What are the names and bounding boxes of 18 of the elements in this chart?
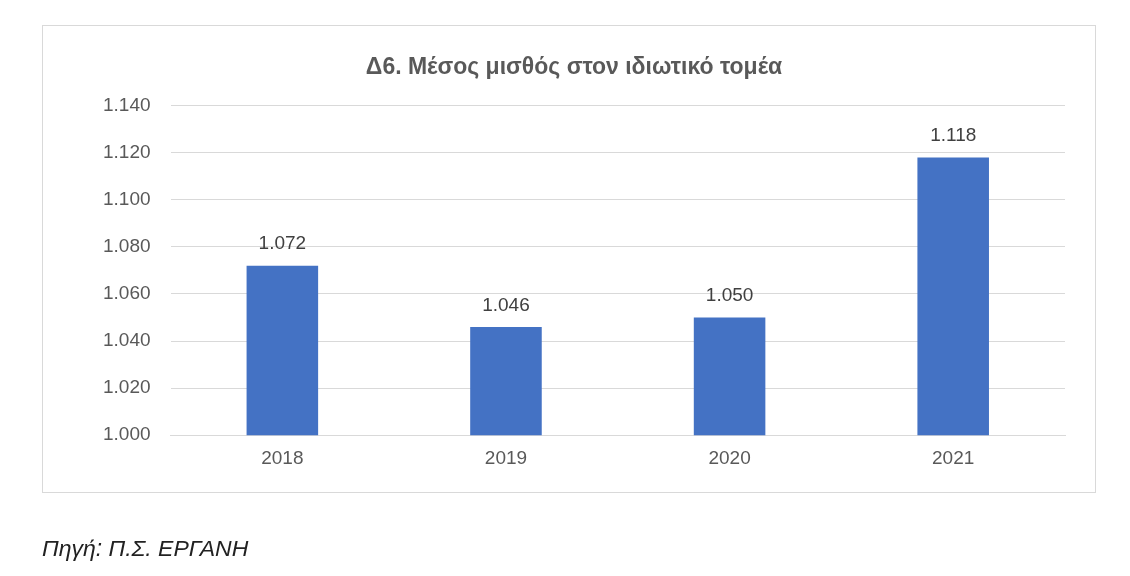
y-tick-label: 1.100 bbox=[103, 188, 151, 210]
y-tick-label: 1.000 bbox=[103, 423, 151, 445]
x-tick-label: 2020 bbox=[708, 446, 751, 468]
y-tick-label: 1.140 bbox=[103, 93, 151, 115]
y-tick-label: 1.060 bbox=[103, 282, 151, 304]
y-tick-label: 1.080 bbox=[103, 235, 151, 257]
y-tick-label: 1.120 bbox=[103, 140, 151, 162]
data-label: 1.050 bbox=[705, 284, 754, 306]
data-label: 1.118 bbox=[930, 124, 977, 146]
data-label: 1.046 bbox=[482, 293, 530, 315]
text: Πηγή: Π.Σ. ΕΡΓΑΝΗ bbox=[42, 535, 249, 562]
x-tick-label: 2019 bbox=[484, 446, 528, 468]
data-label: 1.072 bbox=[258, 232, 307, 254]
x-tick-label: 2021 bbox=[932, 446, 975, 468]
x-tick-label: 2018 bbox=[261, 446, 304, 468]
y-tick-label: 1.040 bbox=[103, 329, 151, 351]
y-tick-label: 1.020 bbox=[103, 376, 151, 398]
chart-title: Δ6. Μέσος μισθός στον ιδιωτικό τομέα bbox=[365, 53, 783, 80]
